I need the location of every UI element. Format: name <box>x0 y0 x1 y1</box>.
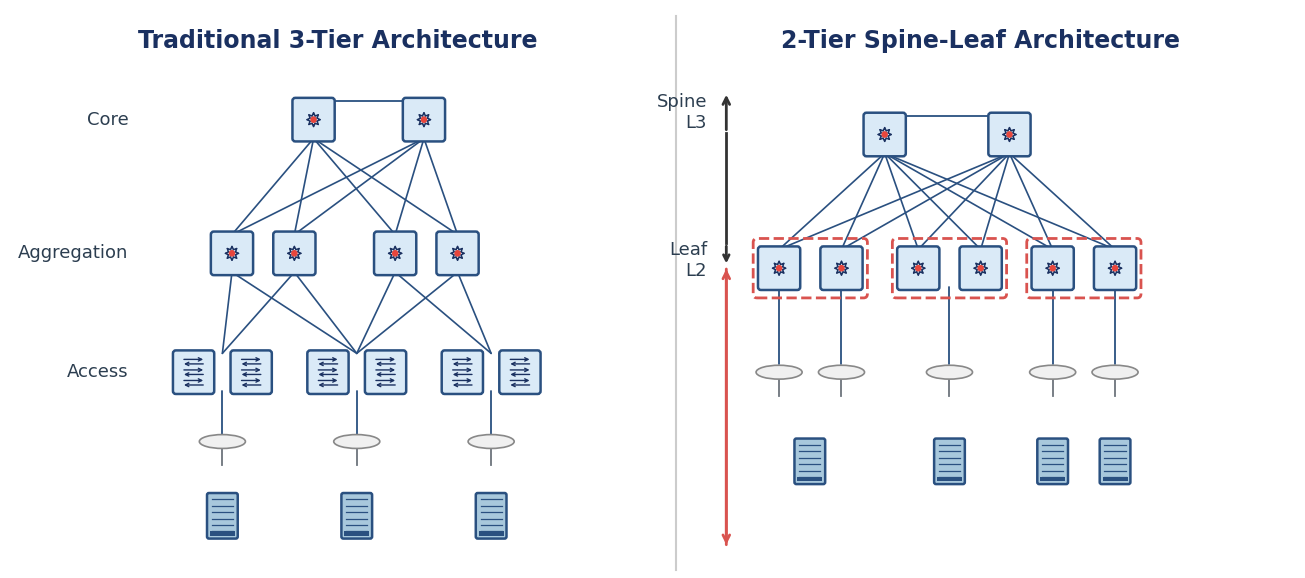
FancyBboxPatch shape <box>436 232 479 275</box>
Text: Leaf
L2: Leaf L2 <box>669 241 707 280</box>
Circle shape <box>916 265 921 271</box>
FancyBboxPatch shape <box>797 477 822 481</box>
Circle shape <box>1007 132 1011 137</box>
FancyBboxPatch shape <box>342 493 372 539</box>
Text: Traditional 3-Tier Architecture: Traditional 3-Tier Architecture <box>138 28 538 53</box>
Ellipse shape <box>334 435 380 449</box>
Ellipse shape <box>200 435 245 449</box>
FancyBboxPatch shape <box>307 350 348 394</box>
FancyBboxPatch shape <box>1037 439 1067 484</box>
FancyBboxPatch shape <box>1031 246 1074 290</box>
Circle shape <box>882 132 887 137</box>
Text: Core: Core <box>86 110 128 129</box>
FancyBboxPatch shape <box>959 246 1002 290</box>
Ellipse shape <box>756 365 803 379</box>
FancyBboxPatch shape <box>934 439 964 484</box>
Circle shape <box>979 265 983 271</box>
Ellipse shape <box>927 365 972 379</box>
FancyBboxPatch shape <box>231 350 271 394</box>
FancyBboxPatch shape <box>174 350 214 394</box>
FancyBboxPatch shape <box>937 477 962 481</box>
Circle shape <box>230 251 235 256</box>
Text: 2-Tier Spine-Leaf Architecture: 2-Tier Spine-Leaf Architecture <box>782 28 1180 53</box>
FancyBboxPatch shape <box>479 531 504 536</box>
FancyBboxPatch shape <box>211 232 253 275</box>
FancyBboxPatch shape <box>403 98 445 142</box>
Ellipse shape <box>468 435 514 449</box>
FancyBboxPatch shape <box>795 439 825 484</box>
Ellipse shape <box>818 365 864 379</box>
Ellipse shape <box>1092 365 1138 379</box>
FancyBboxPatch shape <box>273 232 316 275</box>
Circle shape <box>292 251 298 256</box>
FancyBboxPatch shape <box>345 531 369 536</box>
Circle shape <box>422 117 427 123</box>
FancyBboxPatch shape <box>292 98 334 142</box>
FancyBboxPatch shape <box>210 531 235 536</box>
FancyBboxPatch shape <box>1094 246 1137 290</box>
FancyBboxPatch shape <box>207 493 238 539</box>
FancyBboxPatch shape <box>988 113 1031 156</box>
Circle shape <box>1112 265 1117 271</box>
Circle shape <box>311 117 316 123</box>
FancyBboxPatch shape <box>500 350 540 394</box>
FancyBboxPatch shape <box>375 232 416 275</box>
FancyBboxPatch shape <box>897 246 940 290</box>
Circle shape <box>839 265 844 271</box>
Circle shape <box>776 265 782 271</box>
Ellipse shape <box>1030 365 1075 379</box>
FancyBboxPatch shape <box>365 350 406 394</box>
Text: Access: Access <box>67 363 128 381</box>
FancyBboxPatch shape <box>821 246 863 290</box>
FancyBboxPatch shape <box>1100 439 1130 484</box>
Text: Aggregation: Aggregation <box>18 244 128 262</box>
FancyBboxPatch shape <box>758 246 800 290</box>
Circle shape <box>1051 265 1056 271</box>
Circle shape <box>393 251 398 256</box>
FancyBboxPatch shape <box>1103 477 1128 481</box>
Text: Spine
L3: Spine L3 <box>656 93 707 132</box>
FancyBboxPatch shape <box>441 350 483 394</box>
FancyBboxPatch shape <box>864 113 906 156</box>
FancyBboxPatch shape <box>476 493 506 539</box>
Circle shape <box>455 251 461 256</box>
FancyBboxPatch shape <box>1040 477 1065 481</box>
